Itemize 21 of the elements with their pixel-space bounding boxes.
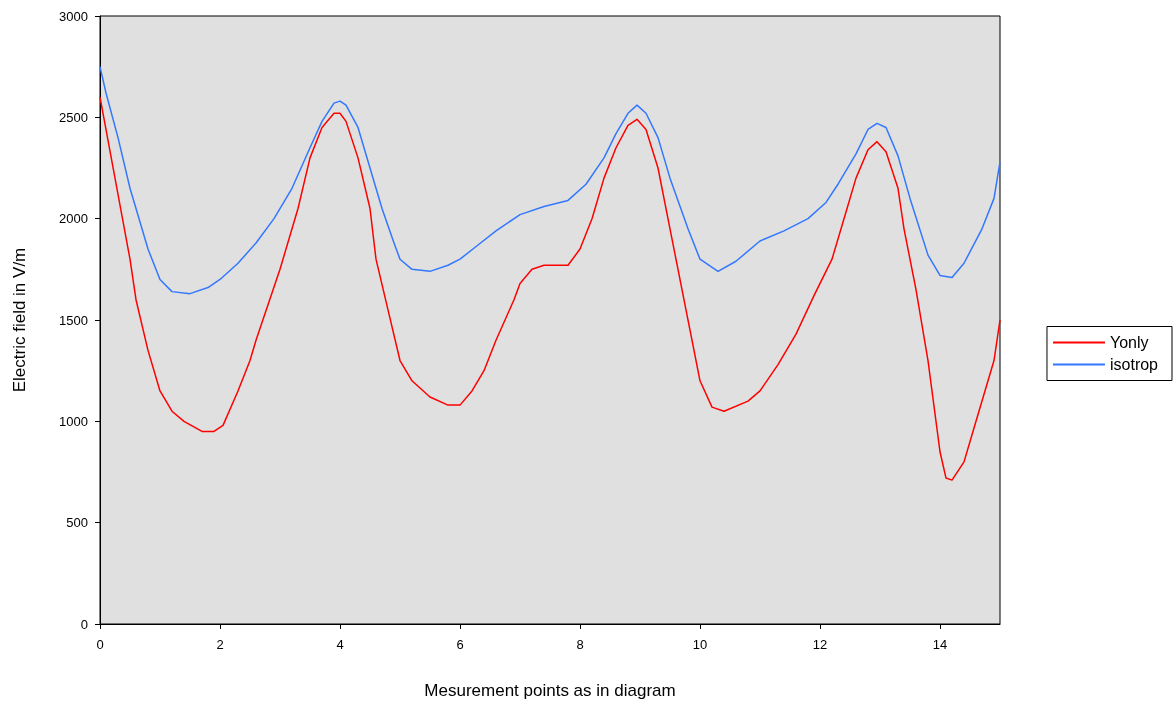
x-tick-label: 12 [812, 637, 828, 652]
y-tick-label: 1500 [59, 312, 88, 328]
x-tick-label: 8 [576, 637, 584, 652]
x-tick-label: 2 [216, 637, 224, 652]
y-tick-label: 3000 [59, 8, 88, 24]
legend-label: Yonly [1109, 334, 1149, 351]
y-tick-label: 0 [80, 616, 88, 632]
x-axis-title: Mesurement points as in diagram [424, 681, 676, 700]
y-tick-label: 500 [66, 515, 88, 531]
x-tick-label: 10 [692, 637, 708, 652]
x-tick-label: 4 [336, 637, 344, 652]
x-tick-label: 6 [456, 637, 464, 652]
y-tick-label: 2000 [59, 211, 88, 227]
line-series [99, 96, 1001, 481]
y-tick-label: 2500 [59, 109, 88, 125]
x-tick-label: 0 [96, 637, 104, 652]
y-axis-title: Electric field in V/m [10, 247, 29, 393]
legend-label: isotrop [1109, 356, 1159, 373]
y-tick-label: 1000 [59, 413, 88, 429]
x-tick-label: 14 [932, 637, 948, 652]
line-series [99, 65, 1001, 295]
